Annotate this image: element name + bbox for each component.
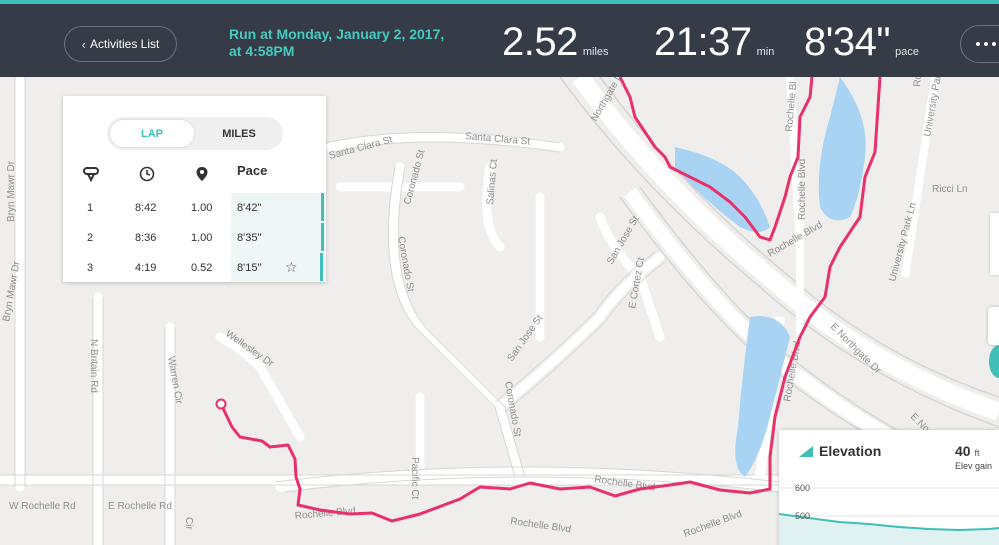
- elevation-title: Elevation: [819, 443, 882, 459]
- location-pin-icon: [195, 166, 209, 182]
- street-label: Rochelle Blvd: [912, 77, 928, 87]
- street-label: Pacific Ct: [409, 457, 420, 499]
- lap-pace-bar: [320, 253, 323, 281]
- elevation-tick-label: 500: [795, 511, 811, 521]
- more-options-button[interactable]: [960, 25, 999, 63]
- pace-column-header: Pace: [237, 163, 268, 178]
- run-title: Run at Monday, January 2, 2017, at 4:58P…: [229, 26, 445, 59]
- elevation-chart: [779, 487, 999, 545]
- pace-unit: pace: [895, 46, 919, 58]
- activity-header: ‹ Activities List Run at Monday, January…: [0, 0, 999, 77]
- lap-row[interactable]: 1 8:42 1.00 8'42": [63, 193, 326, 223]
- elevation-panel[interactable]: Elevation 40 ft Elev gain 600 500: [779, 430, 999, 545]
- route-start-marker: [215, 398, 227, 410]
- lap-pace: 8'42": [237, 202, 262, 214]
- more-dot-icon: [976, 42, 980, 46]
- street-label: Rochelle Blvd: [797, 159, 808, 220]
- lap-time: 4:19: [135, 262, 157, 274]
- street-label: E Rochelle Rd: [108, 501, 172, 512]
- street-label: Bryn Mawr Dr: [6, 160, 17, 222]
- lap-row[interactable]: 2 8:36 1.00 8'35": [63, 223, 326, 253]
- pace-column-bg: [231, 193, 326, 282]
- lap-pace-bar: [321, 193, 324, 221]
- street-label: Rochelle Bl: [784, 81, 799, 132]
- lap-pace-bar: [321, 223, 324, 251]
- duration-stat: 21:37 min: [654, 20, 774, 65]
- clock-icon: [139, 166, 155, 182]
- lap-number: 2: [87, 232, 94, 244]
- elevation-gain-unit: ft: [974, 448, 980, 458]
- mountain-icon: [799, 446, 813, 457]
- distance-unit: miles: [582, 46, 609, 58]
- distance-stat: 2.52 miles: [502, 20, 609, 65]
- elevation-gain-label: Elev gain: [955, 461, 993, 471]
- route-path: [219, 77, 882, 523]
- street-label: N Britain Rd: [88, 339, 99, 393]
- map-recenter-button[interactable]: [989, 345, 999, 378]
- lap-number-icon: [83, 166, 99, 182]
- side-panel-tab[interactable]: [990, 213, 999, 275]
- map-canvas[interactable]: Santa Clara St Santa Clara St Coronado S…: [0, 77, 999, 545]
- lap-pace: 8'35": [237, 232, 262, 244]
- street-label: Rochelle Blvd: [294, 506, 356, 522]
- chevron-left-icon: ‹: [81, 36, 86, 52]
- more-dot-icon: [992, 42, 996, 46]
- duration-unit: min: [756, 46, 775, 58]
- lap-time: 8:42: [135, 202, 157, 214]
- more-dot-icon: [984, 42, 988, 46]
- lap-row[interactable]: 3 4:19 0.52 8'15" ☆: [63, 253, 326, 283]
- lap-number: 1: [87, 202, 94, 214]
- lap-number: 3: [87, 262, 94, 274]
- split-type-toggle: LAP MILES: [107, 117, 283, 150]
- zoom-control[interactable]: [988, 307, 999, 345]
- route-path-north: [618, 77, 814, 242]
- street-label: Ricci Ln: [932, 184, 968, 195]
- lap-distance: 1.00: [191, 232, 213, 244]
- splits-panel: LAP MILES Pace 1 8:42 1.00 8'42" 2 8:36 1.00 8'…: [63, 96, 326, 282]
- activities-list-label: Activities List: [89, 37, 160, 51]
- lap-time: 8:36: [135, 232, 157, 244]
- street-label: W Rochelle Rd: [9, 501, 76, 512]
- lap-pace: 8'15": [237, 262, 262, 274]
- toggle-lap[interactable]: LAP: [110, 120, 194, 147]
- street-label: Cir: [183, 517, 194, 530]
- street-label: Salinas Ct: [485, 159, 500, 206]
- pace-stat: 8'34" pace: [804, 20, 919, 65]
- pace-value: 8'34": [804, 20, 891, 64]
- best-lap-star-icon[interactable]: ☆: [285, 259, 298, 275]
- distance-value: 2.52: [502, 20, 578, 64]
- elevation-gain-number: 40: [955, 443, 971, 459]
- route-map[interactable]: Santa Clara St Santa Clara St Coronado S…: [0, 77, 999, 545]
- lap-distance: 1.00: [191, 202, 213, 214]
- lap-distance: 0.52: [191, 262, 213, 274]
- activities-list-button[interactable]: ‹ Activities List: [64, 26, 177, 62]
- toggle-miles[interactable]: MILES: [222, 127, 256, 140]
- header-accent-line: [0, 0, 999, 4]
- elevation-gain-value: 40 ft: [955, 443, 979, 459]
- elevation-tick-label: 600: [795, 483, 811, 493]
- duration-value: 21:37: [654, 20, 752, 64]
